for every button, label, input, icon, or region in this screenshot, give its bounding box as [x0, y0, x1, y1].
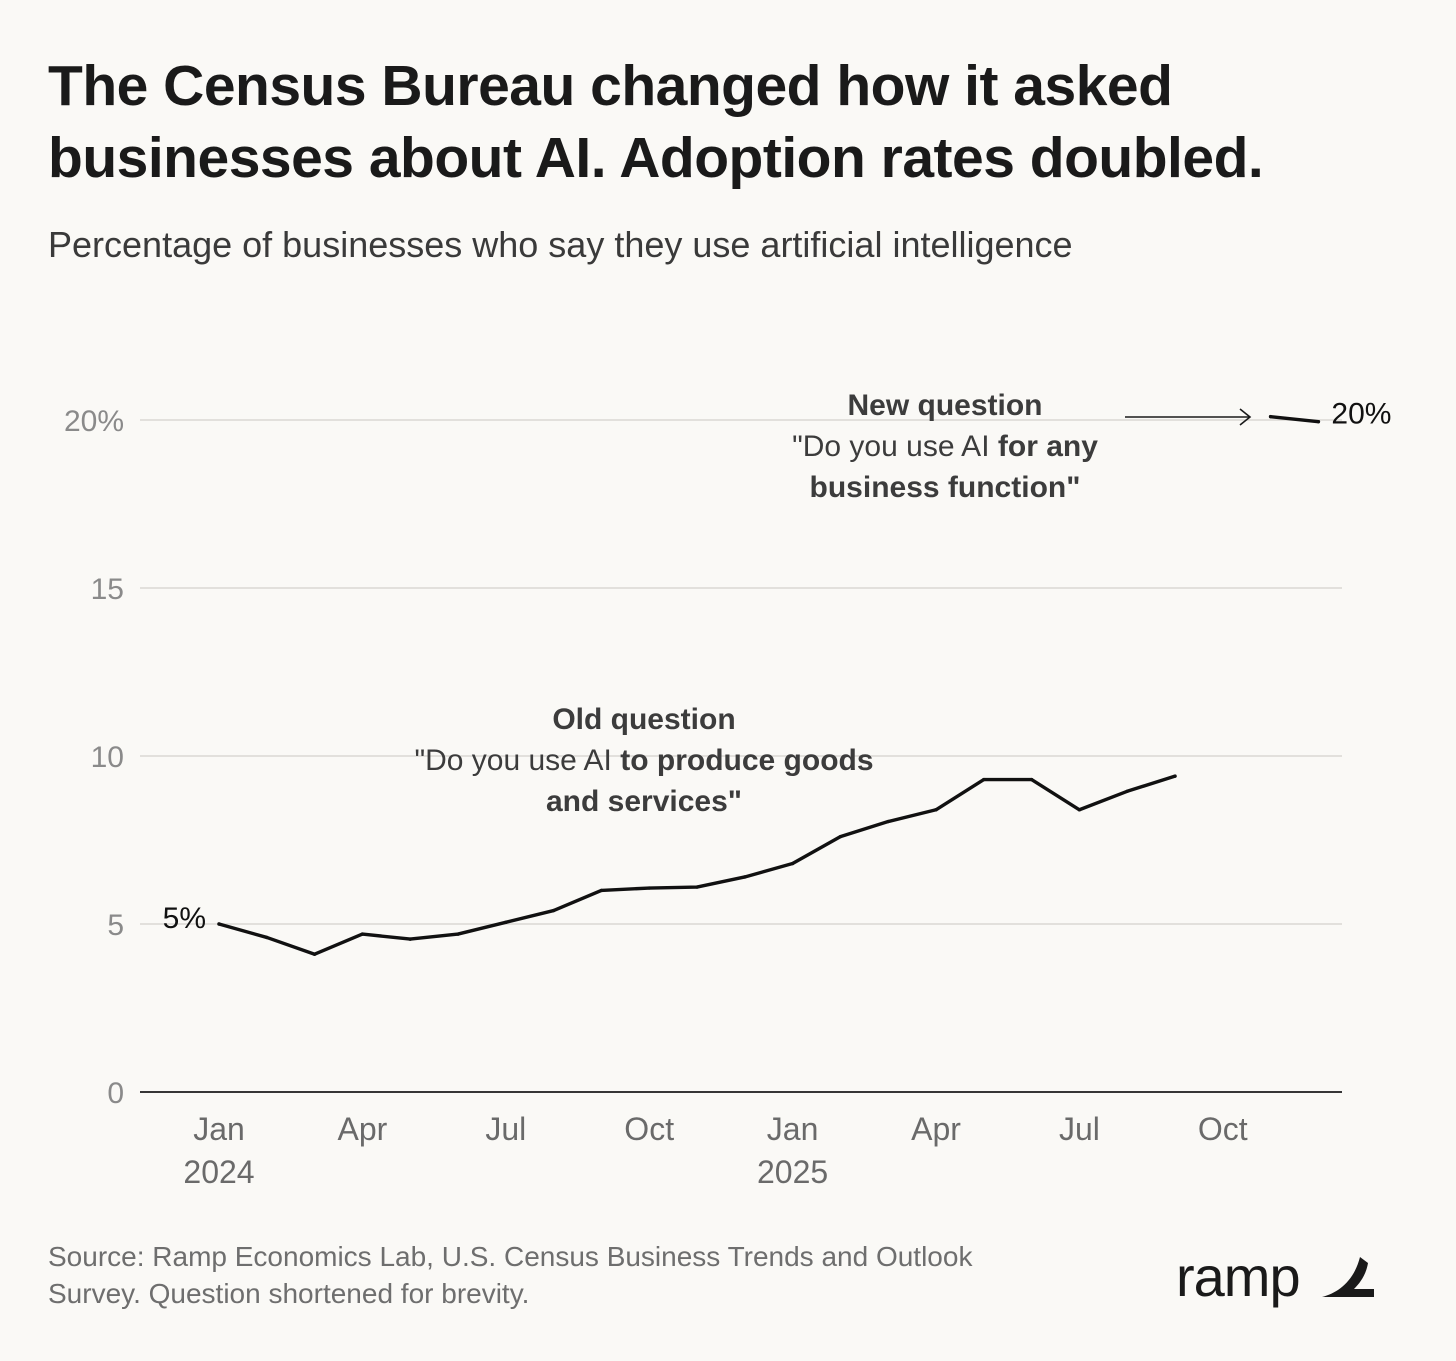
x-tick-label: Apr — [911, 1111, 961, 1147]
annotation-new-line-1-bold: for any — [998, 430, 1098, 463]
annotation-old-question: Old question "Do you use AI to produce g… — [414, 703, 873, 818]
ramp-logo: ramp — [1176, 1244, 1376, 1309]
y-axis: 0 5 10 15 20% — [64, 405, 124, 1110]
data-point — [886, 819, 890, 824]
x-tick-year-label: 2025 — [757, 1154, 828, 1190]
data-point — [551, 908, 556, 913]
source-line-2: Survey. Question shortened for brevity. — [48, 1278, 530, 1309]
chart-title: The Census Bureau changed how it asked b… — [48, 50, 1428, 194]
chart-subtitle: Percentage of businesses who say they us… — [48, 224, 1073, 265]
data-point — [408, 937, 412, 941]
data-point — [599, 888, 604, 893]
x-tick-year-label: 2024 — [183, 1154, 254, 1190]
y-tick-label: 10 — [91, 741, 124, 774]
y-tick-label: 0 — [107, 1077, 124, 1110]
chart-title-line-1: The Census Bureau changed how it asked — [48, 54, 1173, 118]
x-tick-label: Jul — [1059, 1111, 1100, 1147]
data-point — [1077, 808, 1082, 812]
series-start-label: 5% — [163, 902, 206, 935]
annotation-old-line-1-normal: "Do you use AI — [414, 744, 620, 777]
annotation-new-line-1: "Do you use AI for any — [792, 430, 1098, 463]
data-point — [265, 935, 269, 940]
x-tick-label: Oct — [1198, 1111, 1248, 1147]
data-point — [1268, 414, 1273, 419]
x-tick-label: Jul — [485, 1111, 526, 1147]
annotation-old-line-1-bold: to produce goods — [620, 744, 873, 777]
data-point — [1316, 419, 1321, 424]
series-end-labels: 5% 20% — [163, 398, 1392, 935]
y-tick-label: 5 — [107, 909, 124, 942]
x-tick-label: Apr — [338, 1111, 388, 1147]
annotation-new-line-1-normal: "Do you use AI — [792, 430, 998, 463]
x-tick-label: Oct — [624, 1111, 674, 1147]
data-point — [790, 861, 795, 866]
data-point — [504, 920, 508, 925]
ramp-wing-icon — [1321, 1256, 1374, 1297]
annotation-new-line-2: business function" — [810, 471, 1081, 504]
data-point — [838, 834, 843, 839]
x-tick-label: Jan — [193, 1111, 245, 1147]
series-line-2 — [1268, 414, 1321, 424]
data-point — [217, 922, 221, 926]
data-point — [934, 808, 938, 812]
logo-text: ramp — [1176, 1245, 1301, 1308]
data-point — [312, 952, 317, 956]
source-note: Source: Ramp Economics Lab, U.S. Census … — [48, 1238, 1098, 1312]
y-tick-label: 15 — [91, 573, 124, 606]
data-point — [1173, 774, 1177, 778]
data-point — [1029, 777, 1034, 782]
data-point — [982, 777, 986, 782]
annotation-arrow — [1125, 408, 1252, 426]
annotation-new-heading: New question — [847, 389, 1042, 422]
annotation-new-question: New question "Do you use AI for any busi… — [792, 389, 1252, 504]
x-axis: Jan 2024 Apr Jul Oct Jan 2025 Apr Jul Oct — [183, 1111, 1247, 1190]
y-tick-label: 20% — [64, 405, 124, 438]
x-tick-label: Jan — [767, 1111, 819, 1147]
data-point — [647, 886, 651, 890]
chart-title-line-2: businesses about AI. Adoption rates doub… — [48, 126, 1264, 190]
series-lines — [217, 414, 1321, 956]
annotation-old-heading: Old question — [552, 703, 735, 736]
annotation-old-line-1: "Do you use AI to produce goods — [414, 744, 873, 777]
grid-lines — [140, 419, 1342, 1093]
data-point — [743, 875, 747, 879]
annotation-old-line-2: and services" — [546, 785, 742, 818]
series-end-label: 20% — [1331, 398, 1391, 431]
data-point — [695, 885, 699, 889]
source-line-1: Source: Ramp Economics Lab, U.S. Census … — [48, 1241, 973, 1272]
data-point — [360, 932, 365, 936]
data-point — [1125, 789, 1129, 793]
data-point — [456, 932, 460, 936]
